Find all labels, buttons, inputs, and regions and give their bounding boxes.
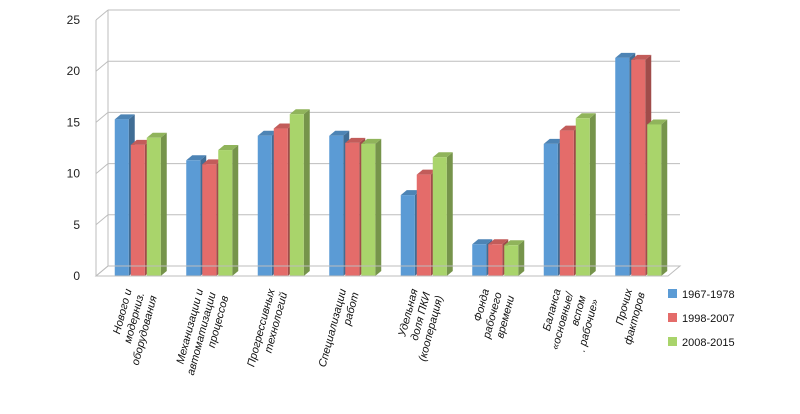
bar-top: [400, 190, 421, 196]
legend-label: 1967-1978: [682, 289, 735, 301]
bar-side: [303, 109, 310, 276]
bar-front: [543, 143, 558, 276]
bar: [504, 240, 525, 276]
bar-top: [257, 130, 278, 136]
bar-front: [361, 143, 376, 276]
bar-top: [472, 239, 493, 245]
bar-top: [289, 109, 310, 115]
gridline-side-25: [95, 9, 109, 21]
bar-front: [615, 57, 630, 276]
bar-top: [146, 132, 167, 138]
x-tick-label: Механизации иавтоматизациипроцессов: [172, 287, 231, 380]
legend-swatch: [668, 289, 677, 298]
bar-top: [130, 139, 151, 145]
bar-front: [345, 142, 360, 276]
bar-front: [289, 114, 304, 276]
bar-side: [589, 113, 596, 276]
bar-front: [416, 174, 431, 276]
y-tick-label: 20: [67, 64, 81, 78]
bar-front: [257, 135, 272, 276]
bar-front: [432, 157, 447, 276]
legend-entry: 1998-2007: [668, 313, 735, 325]
bar-front: [575, 118, 590, 276]
bar-top: [432, 152, 453, 158]
bar: [575, 113, 596, 276]
bar-front: [488, 244, 503, 276]
bar-top: [631, 54, 652, 60]
bar-front: [559, 130, 574, 276]
bar-top: [647, 119, 668, 125]
bar-front: [146, 137, 161, 276]
bar-front: [114, 119, 129, 276]
y-tick-label: 10: [67, 167, 81, 181]
legend-entry: 1967-1978: [668, 289, 735, 301]
bar-top: [202, 159, 223, 165]
bar-top: [416, 169, 437, 175]
bar-top: [575, 113, 596, 119]
y-tick-label: 15: [67, 115, 81, 129]
bar-front: [647, 124, 662, 276]
bar-front: [130, 144, 145, 276]
legend-label: 1998-2007: [682, 313, 735, 325]
legend: 1967-1978 1998-2007 2008-2015: [668, 289, 735, 349]
bar-top: [543, 138, 564, 144]
bar: [218, 145, 239, 276]
bar-front: [186, 160, 201, 276]
bar-top: [504, 240, 525, 246]
bar-front: [273, 128, 288, 276]
bar: [361, 138, 382, 276]
bar-front: [329, 135, 344, 276]
bar-top: [361, 138, 382, 144]
bar-top: [114, 114, 135, 120]
x-tick-label: Баланса«основные/вспом. рабочие»: [537, 287, 602, 358]
bar-side: [375, 138, 382, 276]
y-tick-label: 0: [73, 269, 80, 283]
legend-label: 2008-2015: [682, 337, 735, 349]
x-tick-label: Удельнаядоля ПКИ(кооперация): [392, 287, 446, 362]
bar-top: [273, 123, 294, 129]
bar-front: [472, 244, 487, 276]
y-tick-label: 25: [67, 13, 81, 27]
gridline-side-5: [95, 214, 109, 226]
legend-swatch: [668, 313, 677, 322]
bar-top: [186, 155, 207, 161]
bar-front: [202, 164, 217, 276]
bar: [432, 152, 453, 276]
bar: [289, 109, 310, 276]
x-tick-label: Прочихфакторов: [610, 287, 648, 346]
x-tick-label: Нового имодерниз.оборудования: [105, 288, 160, 367]
x-tick-label: Специализацииработ: [317, 288, 362, 372]
bar-side: [446, 152, 453, 276]
bar-side: [518, 240, 525, 276]
bar-side: [232, 145, 239, 276]
gridline-side-15: [95, 112, 109, 123]
bar-top: [218, 145, 239, 151]
bar-top: [488, 239, 509, 245]
bar-top: [329, 130, 350, 136]
chart-floor: [94, 265, 682, 277]
legend-entry: 2008-2015: [668, 337, 735, 349]
y-tick-label: 5: [73, 218, 80, 232]
bar-front: [400, 195, 415, 276]
bar-front: [218, 150, 233, 276]
x-tick-label: Прогрессивныхтехнологий: [245, 287, 290, 371]
bar-front: [504, 245, 519, 276]
bar-front: [631, 59, 646, 276]
x-tick-label: Фондарабочеговремени: [468, 288, 517, 344]
bars-layer: [114, 52, 668, 276]
gridline-side-20: [95, 60, 109, 72]
bar: [647, 119, 668, 276]
bar: [146, 132, 167, 276]
bar-top: [559, 125, 580, 131]
bar-side: [160, 132, 167, 276]
bar-top: [345, 137, 366, 143]
bar-top: [615, 52, 636, 58]
legend-swatch: [668, 337, 677, 346]
bar-side: [661, 119, 668, 276]
gridline-side-10: [95, 163, 109, 174]
axis-layer: [94, 10, 682, 277]
